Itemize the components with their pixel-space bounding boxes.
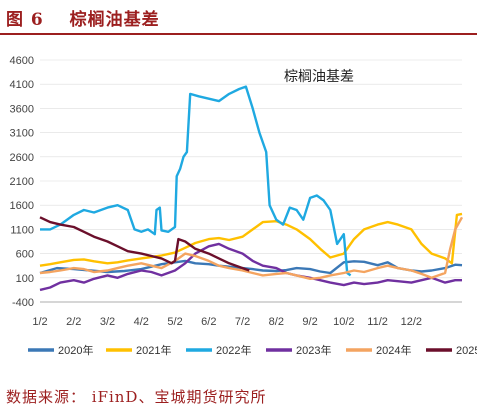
x-tick-label: 6/2 [201,316,216,328]
x-tick-label: 2/2 [66,316,81,328]
y-tick-label: 100 [16,273,34,285]
header-divider [0,33,477,35]
x-tick-label: 12/2 [401,316,422,328]
series-line-4 [39,242,462,292]
y-tick-label: 3100 [10,128,34,140]
figure-caption: 图 6 棕榈油基差 [6,5,160,30]
y-tick-label: 2600 [10,152,34,164]
legend: 2020年 2021年 2022年 2023年 2024年 2025 [28,343,477,357]
x-tick-label: 7/2 [235,316,250,328]
legend-label: 2023年 [296,343,331,357]
series-line-6 [39,216,250,272]
figure-header: 图 6 棕榈油基差 [0,0,477,35]
x-tick-label: 3/2 [100,316,115,328]
legend-label: 2021年 [136,343,171,357]
y-tick-label: 1600 [10,200,34,212]
x-tick-label: 11/2 [367,316,388,328]
x-tick-label: 8/2 [269,316,284,328]
figure-label: 图 6 [6,10,44,30]
series-line-3 [40,85,352,277]
figure-title: 棕榈油基差 [69,10,160,30]
series-lines [39,85,464,292]
legend-label: 2022年 [216,343,251,357]
x-tick-label: 1/2 [32,316,47,328]
y-tick-label: 1100 [10,224,34,236]
x-tick-label: 10/2 [333,316,354,328]
data-source-note: 数据来源： iFinD、宝城期货研究所 [6,388,267,406]
y-tick-label: 4600 [10,55,34,67]
y-tick-label: 2100 [10,176,34,188]
x-tick-label: 9/2 [302,316,317,328]
y-tick-label: 3600 [10,103,34,115]
legend-label: 2024年 [376,343,411,357]
x-axis: 1/2 2/2 3/2 4/2 5/2 6/2 7/2 8/2 9/2 10/2 11/2 12/2 [32,301,462,328]
basis-line-chart: -400 100 600 1100 1600 2100 2600 3100 3600 4100 46… [10,55,477,357]
y-tick-label: 600 [16,249,34,261]
x-tick-label: 4/2 [134,316,149,328]
x-tick-label: 5/2 [167,316,182,328]
legend-label: 2020年 [58,343,93,357]
legend-label: 2025 [456,345,477,357]
y-axis: -400 100 600 1100 1600 2100 2600 3100 3600 4100 46… [10,55,34,309]
series-line-2 [39,212,463,267]
y-tick-label: 4100 [10,79,34,91]
series-line-5 [39,216,464,280]
chart-title: 棕榈油基差 [284,68,354,85]
y-tick-label: -400 [12,297,34,309]
y-gridlines [40,59,462,303]
